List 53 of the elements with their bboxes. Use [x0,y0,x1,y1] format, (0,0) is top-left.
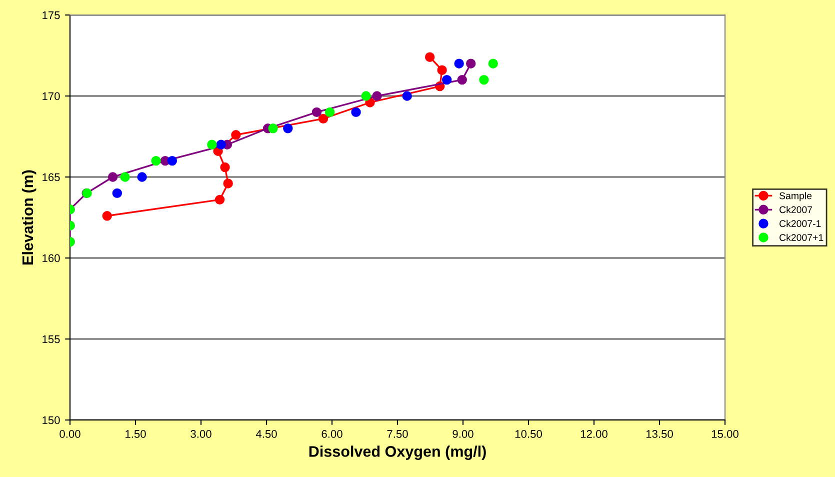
y-axis-title: Elevation (m) [22,170,36,264]
point [112,188,122,198]
x-tick-label: 13.50 [646,430,673,438]
legend-label: Sample [779,192,812,202]
point [466,58,476,68]
point [220,162,230,172]
x-tick-label: 15.00 [712,430,738,438]
y-tick-label: 150 [42,416,60,424]
point [318,114,328,124]
point [479,74,489,85]
x-tick-label: 6.00 [322,430,342,438]
point [120,172,130,182]
legend-label: Ck2007-1 [780,220,821,228]
x-tick-label: 0.00 [60,430,80,438]
point [488,58,498,68]
point [102,211,112,221]
point [324,107,335,118]
point [457,74,467,85]
y-tick-label: 165 [42,173,60,182]
x-tick-label: 3.00 [190,430,212,438]
point [268,124,278,134]
point [372,91,382,101]
point [137,172,147,182]
x-tick-label: 4.50 [256,430,277,438]
y-tick-label: 170 [42,92,60,100]
point [454,58,464,68]
legend-label: Ck2007 [780,206,812,214]
point [351,107,361,118]
x-tick-label: 12.00 [580,430,608,438]
y-tick-label: 175 [42,11,60,20]
point [214,194,225,205]
point [231,130,241,140]
x-tick-label: 7.50 [387,430,408,438]
x-tick-label: 10.50 [515,430,542,438]
x-tick-label: 9.00 [452,430,474,438]
x-tick-label: 1.50 [126,430,146,438]
point [223,178,233,188]
point [402,91,412,101]
y-tick-label: 160 [42,254,60,262]
y-tick-label: 155 [42,335,60,344]
point [424,52,435,62]
x-axis-title: Dissolved Oxygen (mg/l) [309,446,486,460]
point [207,140,217,150]
point [167,156,178,166]
point [437,65,447,75]
legend-label: Ck2007+1 [780,234,824,241]
point [216,140,226,150]
point [283,124,293,134]
point [361,91,371,101]
point [151,156,161,166]
point [312,107,322,118]
point [108,172,118,182]
point [442,74,452,85]
